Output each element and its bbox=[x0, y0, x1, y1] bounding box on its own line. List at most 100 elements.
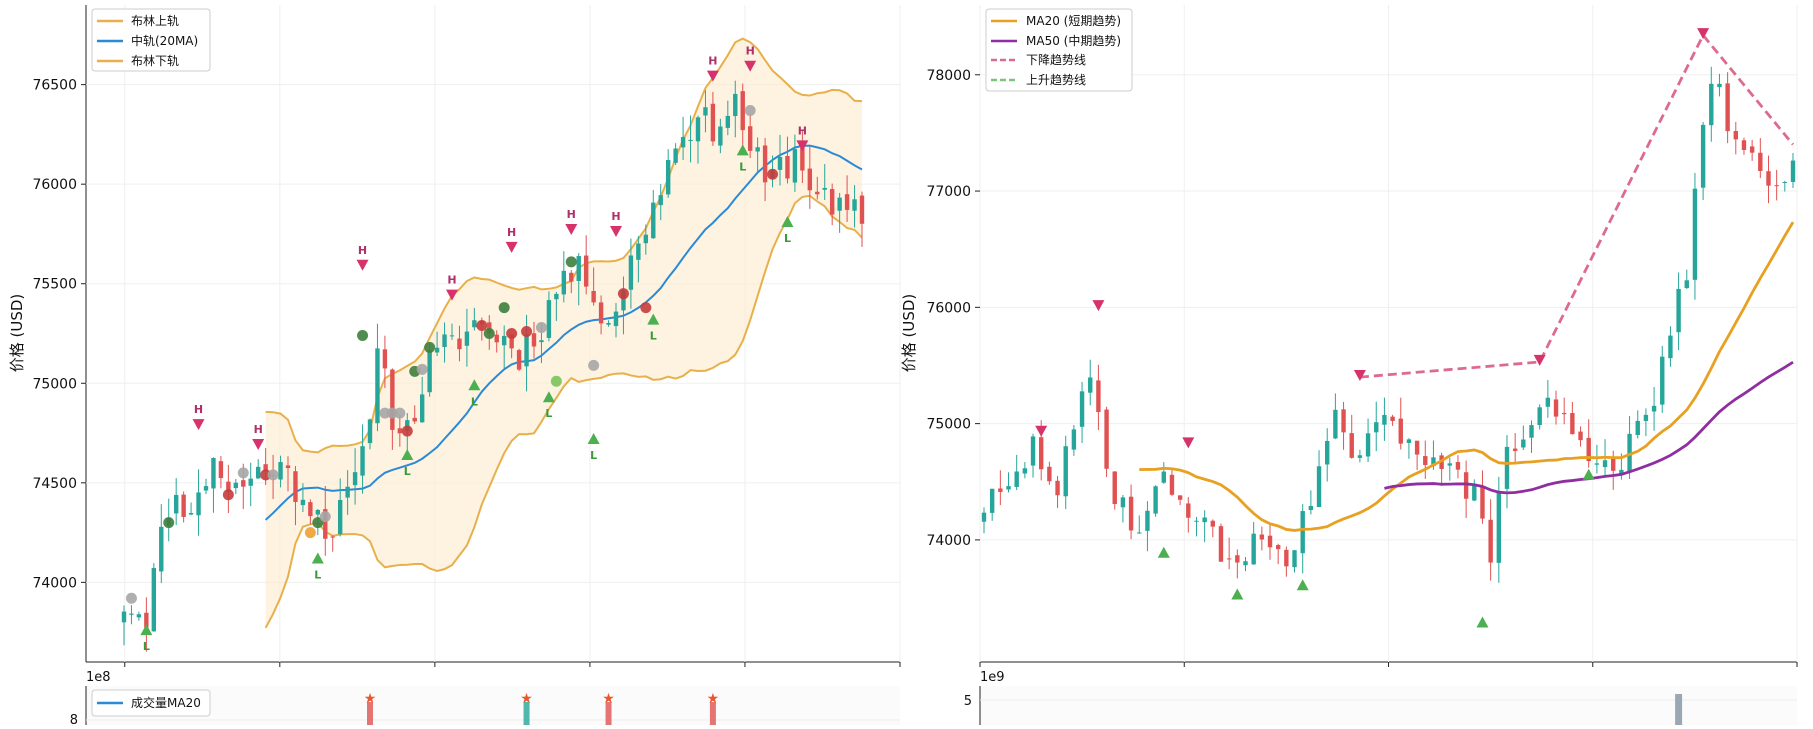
peak-marker bbox=[192, 419, 205, 431]
candle-body bbox=[1088, 377, 1093, 393]
candle-body bbox=[144, 612, 149, 628]
right-volume-panel: 1e9 5 bbox=[964, 670, 1797, 725]
trough-marker bbox=[1231, 588, 1244, 600]
trough-label: L bbox=[471, 395, 478, 408]
candle-body bbox=[1365, 433, 1371, 457]
signal-dot bbox=[394, 407, 406, 419]
candle-body bbox=[1578, 431, 1583, 441]
candle-body bbox=[487, 322, 492, 334]
candle-body bbox=[1112, 471, 1117, 504]
candle-body bbox=[524, 334, 529, 367]
candle-body bbox=[1790, 160, 1796, 183]
candle-body bbox=[1194, 520, 1199, 522]
candle-body bbox=[695, 117, 701, 142]
candle-body bbox=[300, 499, 306, 506]
candle-body bbox=[226, 481, 231, 493]
signal-dot bbox=[319, 511, 331, 523]
candle-body bbox=[1521, 439, 1526, 448]
signal-dot bbox=[617, 288, 629, 300]
candle-body bbox=[464, 331, 470, 346]
candle-body bbox=[382, 349, 388, 369]
peak-marker bbox=[1697, 28, 1710, 40]
candle-body bbox=[1660, 356, 1665, 405]
candle-body bbox=[1292, 550, 1297, 568]
candle-body bbox=[449, 335, 455, 337]
left-volume-panel: 1e8 8 ★ ★ ★ ★ 成交量MA20 bbox=[70, 670, 900, 728]
candle-body bbox=[621, 290, 626, 311]
left-trough-markers: L L L L L L L L L bbox=[140, 144, 794, 653]
trough-marker bbox=[736, 144, 749, 156]
peak-marker bbox=[1533, 354, 1546, 366]
candle-body bbox=[606, 322, 611, 325]
candle-body bbox=[755, 147, 760, 152]
peak-label: H bbox=[708, 55, 717, 68]
right-y-ticks: 74000 75000 76000 77000 78000 bbox=[926, 68, 980, 549]
signal-dot bbox=[222, 489, 234, 501]
candle-body bbox=[1186, 503, 1191, 518]
candle-body bbox=[1259, 534, 1265, 540]
peak-marker bbox=[356, 259, 369, 271]
candle-body bbox=[844, 194, 850, 210]
peak-marker bbox=[706, 70, 719, 82]
candle-body bbox=[837, 197, 842, 211]
candle-body bbox=[815, 191, 820, 195]
candle-body bbox=[998, 488, 1003, 492]
candle-body bbox=[1709, 83, 1714, 126]
left-legend-label-lower: 布林下轨 bbox=[131, 54, 179, 68]
volume-spike-star: ★ bbox=[602, 691, 615, 707]
signal-dot bbox=[125, 592, 137, 604]
trough-marker bbox=[781, 216, 794, 228]
left-legend-label-upper: 布林上轨 bbox=[131, 14, 179, 28]
candle-body bbox=[1586, 437, 1591, 462]
right-candles bbox=[981, 66, 1796, 583]
candle-body bbox=[539, 340, 544, 343]
left-y-ticks: 74000 74500 75000 75500 76000 76500 bbox=[32, 78, 86, 591]
candle-body bbox=[352, 472, 358, 486]
left-peak-markers: H H H H H H H H H H bbox=[192, 45, 809, 450]
candle-body bbox=[203, 486, 209, 491]
left-signal-markers bbox=[125, 105, 779, 604]
left-price-panel: H H H H H H H H H H L L L L L L L L L 74000 74500 75000 7550… bbox=[8, 5, 901, 667]
candle-body bbox=[688, 139, 693, 141]
candle-body bbox=[710, 103, 716, 142]
candle-body bbox=[829, 189, 835, 215]
candle-body bbox=[196, 492, 201, 516]
left-volume-legend: 成交量MA20 bbox=[91, 689, 211, 717]
candle-body bbox=[1169, 474, 1175, 495]
left-x-ticks bbox=[124, 662, 901, 667]
candle-body bbox=[1006, 486, 1011, 490]
candle-body bbox=[1774, 185, 1779, 187]
candle-body bbox=[1423, 456, 1428, 466]
signal-dot bbox=[237, 467, 249, 479]
peak-marker bbox=[1353, 369, 1366, 381]
candle-body bbox=[800, 145, 805, 171]
candle-body bbox=[121, 611, 127, 623]
candle-body bbox=[1096, 380, 1101, 412]
candle-body bbox=[1349, 433, 1354, 458]
candle-body bbox=[442, 334, 447, 348]
left-volume-legend-label: 成交量MA20 bbox=[131, 695, 201, 710]
signal-dot bbox=[476, 320, 488, 332]
trough-marker bbox=[1476, 616, 1489, 628]
candle-body bbox=[740, 91, 745, 131]
candle-body bbox=[255, 466, 261, 479]
trough-label: L bbox=[590, 449, 597, 462]
trough-marker bbox=[401, 448, 414, 460]
candle-body bbox=[989, 488, 995, 513]
right-gridlines bbox=[979, 5, 1798, 662]
left-bollinger-band bbox=[264, 37, 863, 629]
candle-body bbox=[1414, 440, 1420, 455]
candle-body bbox=[218, 461, 224, 479]
candle-body bbox=[1055, 480, 1060, 496]
trough-marker bbox=[468, 379, 481, 391]
peak-label: H bbox=[358, 244, 367, 257]
candle-body bbox=[1504, 446, 1510, 489]
candle-body bbox=[457, 338, 462, 350]
trough-marker bbox=[587, 433, 600, 445]
candle-body bbox=[1202, 517, 1207, 523]
candle-body bbox=[1022, 468, 1028, 474]
signal-dot bbox=[312, 517, 324, 529]
candle-body bbox=[576, 256, 581, 281]
candle-body bbox=[807, 168, 813, 191]
candle-body bbox=[1488, 519, 1493, 563]
